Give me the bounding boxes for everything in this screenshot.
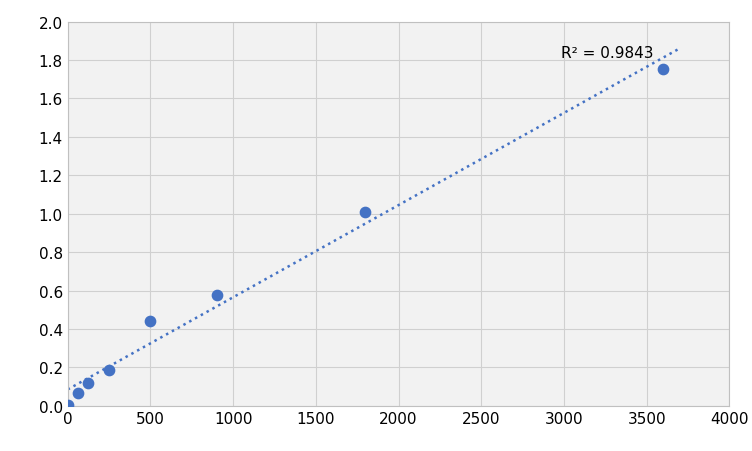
Point	[72, 390, 84, 397]
Point	[62, 401, 74, 409]
Point	[103, 367, 115, 374]
Point	[82, 379, 94, 387]
Point	[144, 318, 156, 325]
Text: R² = 0.9843: R² = 0.9843	[561, 46, 653, 61]
Point	[657, 66, 669, 73]
Point	[211, 292, 223, 299]
Point	[359, 209, 371, 216]
